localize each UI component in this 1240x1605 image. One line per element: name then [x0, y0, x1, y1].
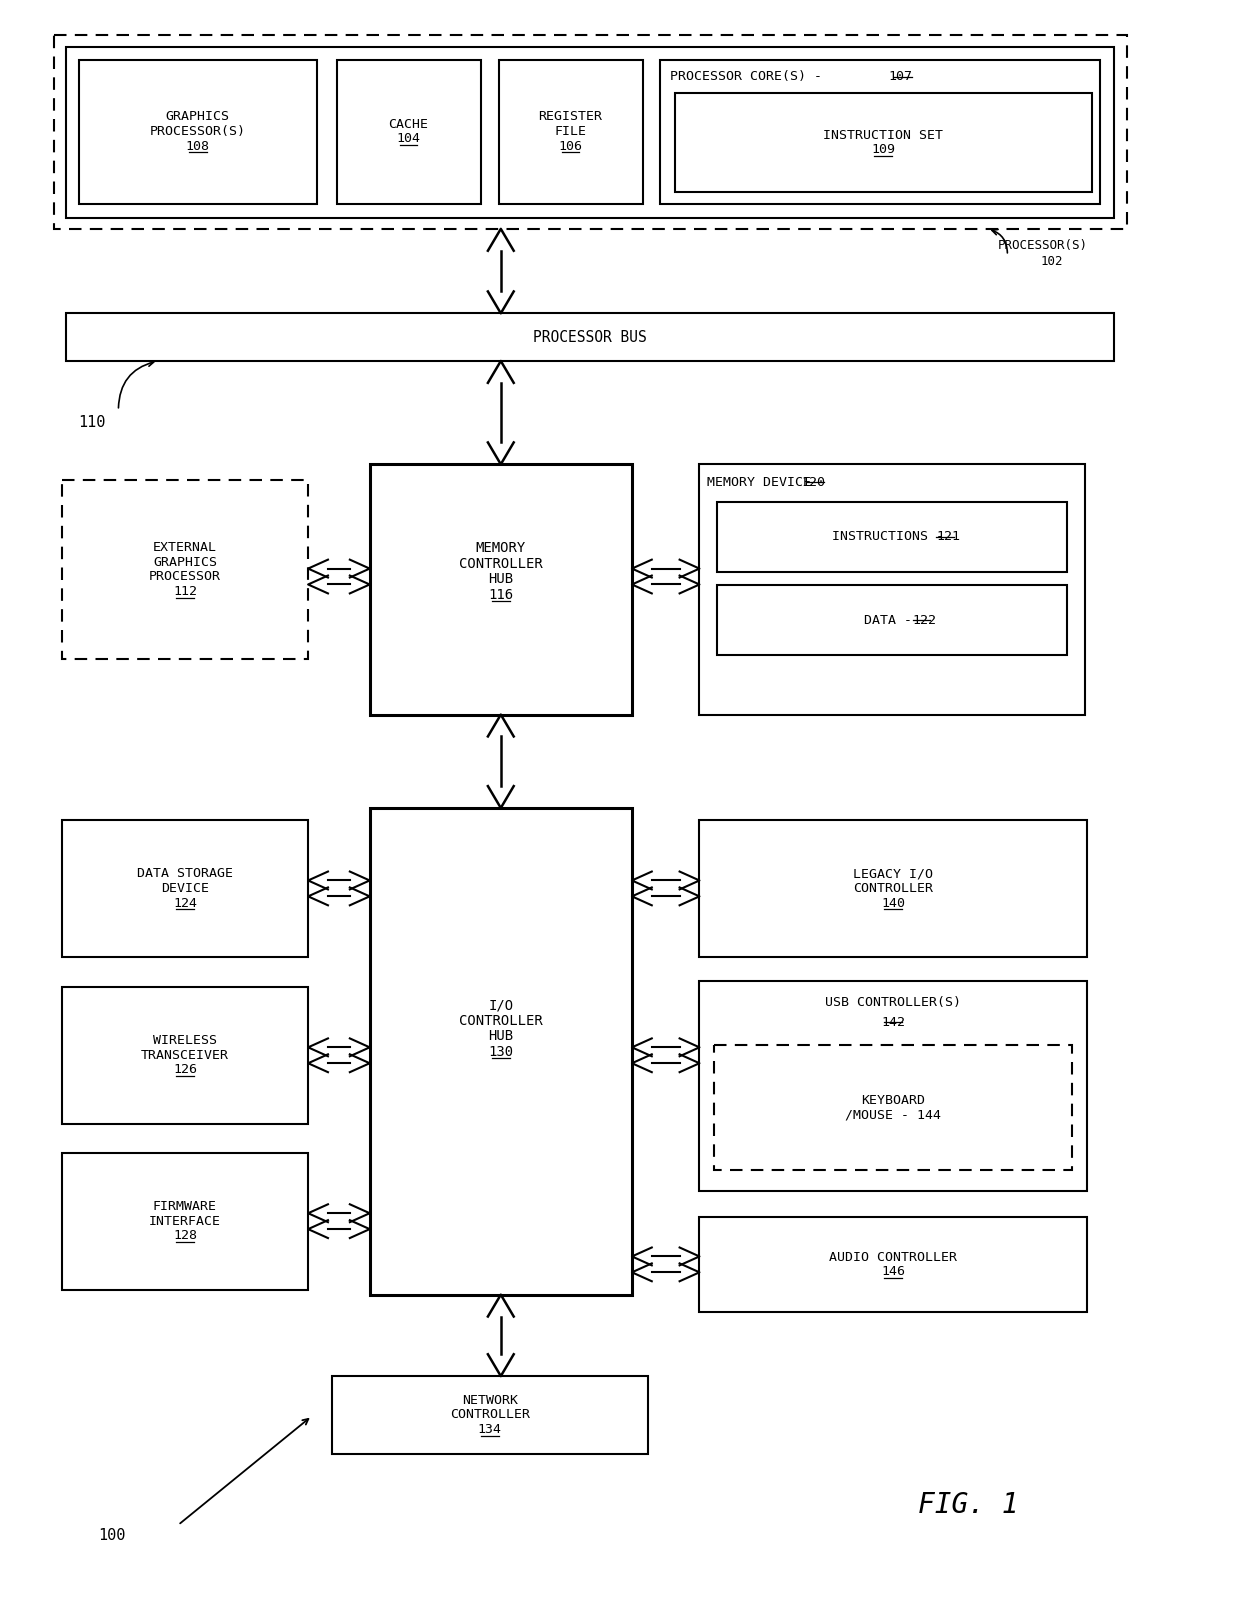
Bar [78, 59, 317, 204]
Bar [370, 464, 632, 714]
Text: GRAPHICS: GRAPHICS [166, 111, 229, 124]
Text: 146: 146 [882, 1265, 905, 1278]
Text: DATA STORAGE: DATA STORAGE [136, 867, 233, 880]
Text: FIRMWARE: FIRMWARE [153, 1201, 217, 1213]
Text: CONTROLLER: CONTROLLER [459, 557, 543, 571]
Text: HUB: HUB [489, 573, 513, 586]
Text: I/O: I/O [489, 998, 513, 1013]
Text: 107: 107 [888, 71, 913, 83]
Text: 140: 140 [882, 897, 905, 910]
Text: 122: 122 [913, 613, 936, 626]
Text: LEGACY I/O: LEGACY I/O [853, 867, 934, 880]
Text: EXTERNAL: EXTERNAL [153, 541, 217, 554]
Text: 112: 112 [172, 584, 197, 599]
Text: PROCESSOR BUS: PROCESSOR BUS [533, 329, 647, 345]
Bar [62, 1152, 308, 1290]
Bar [62, 987, 308, 1124]
Text: KEYBOARD: KEYBOARD [861, 1093, 925, 1106]
Text: CONTROLLER: CONTROLLER [459, 1014, 543, 1027]
Text: 106: 106 [558, 140, 583, 152]
Bar [660, 59, 1100, 204]
Bar [53, 35, 1127, 230]
Bar [66, 47, 1114, 218]
Text: MEMORY DEVICE -: MEMORY DEVICE - [707, 475, 836, 488]
Text: 100: 100 [98, 1528, 126, 1542]
Text: INSTRUCTIONS -: INSTRUCTIONS - [832, 530, 952, 544]
Text: DATA -: DATA - [864, 613, 920, 626]
Text: TRANSCEIVER: TRANSCEIVER [141, 1048, 229, 1063]
Bar [675, 93, 1091, 193]
Text: AUDIO CONTROLLER: AUDIO CONTROLLER [830, 1250, 957, 1263]
Bar [718, 502, 1066, 571]
Text: REGISTER: REGISTER [538, 111, 603, 124]
Bar [699, 981, 1086, 1191]
Bar [62, 820, 308, 957]
Text: 116: 116 [489, 587, 513, 602]
Text: PROCESSOR(S): PROCESSOR(S) [150, 125, 246, 138]
Text: 130: 130 [489, 1045, 513, 1059]
Text: 142: 142 [882, 1016, 905, 1029]
Bar [699, 464, 1085, 714]
Bar [62, 480, 308, 660]
Bar [332, 1375, 647, 1454]
Text: 128: 128 [172, 1229, 197, 1242]
Text: 108: 108 [186, 140, 210, 152]
Text: PROCESSOR: PROCESSOR [149, 570, 221, 583]
Bar [337, 59, 481, 204]
Text: 121: 121 [936, 530, 960, 544]
Bar [66, 313, 1114, 361]
Text: FILE: FILE [554, 125, 587, 138]
Text: MEMORY: MEMORY [476, 541, 526, 555]
Bar [714, 1045, 1071, 1170]
Text: /MOUSE - 144: /MOUSE - 144 [846, 1107, 941, 1122]
Text: CONTROLLER: CONTROLLER [450, 1408, 529, 1422]
Bar [699, 820, 1086, 957]
Text: 124: 124 [172, 897, 197, 910]
Text: NETWORK: NETWORK [461, 1393, 518, 1406]
Text: CACHE: CACHE [388, 117, 429, 130]
Bar [370, 807, 632, 1295]
Text: USB CONTROLLER(S): USB CONTROLLER(S) [825, 997, 961, 1010]
Text: CONTROLLER: CONTROLLER [853, 881, 934, 896]
Text: INTERFACE: INTERFACE [149, 1215, 221, 1228]
Bar [498, 59, 642, 204]
Text: HUB: HUB [489, 1029, 513, 1043]
Text: 134: 134 [477, 1424, 502, 1436]
Text: 120: 120 [801, 475, 825, 488]
Bar [718, 586, 1066, 655]
Text: INSTRUCTION SET: INSTRUCTION SET [823, 128, 944, 141]
Text: FIG. 1: FIG. 1 [918, 1491, 1018, 1520]
Bar [699, 1217, 1086, 1311]
Text: WIRELESS: WIRELESS [153, 1034, 217, 1046]
Text: 109: 109 [872, 143, 895, 156]
Text: 102: 102 [1040, 255, 1063, 268]
Text: PROCESSOR(S): PROCESSOR(S) [997, 239, 1087, 252]
Text: PROCESSOR CORE(S) -: PROCESSOR CORE(S) - [670, 71, 830, 83]
Text: 110: 110 [78, 416, 107, 430]
Text: 104: 104 [397, 132, 420, 146]
Text: DEVICE: DEVICE [161, 881, 210, 896]
Text: GRAPHICS: GRAPHICS [153, 555, 217, 568]
Text: 126: 126 [172, 1064, 197, 1077]
